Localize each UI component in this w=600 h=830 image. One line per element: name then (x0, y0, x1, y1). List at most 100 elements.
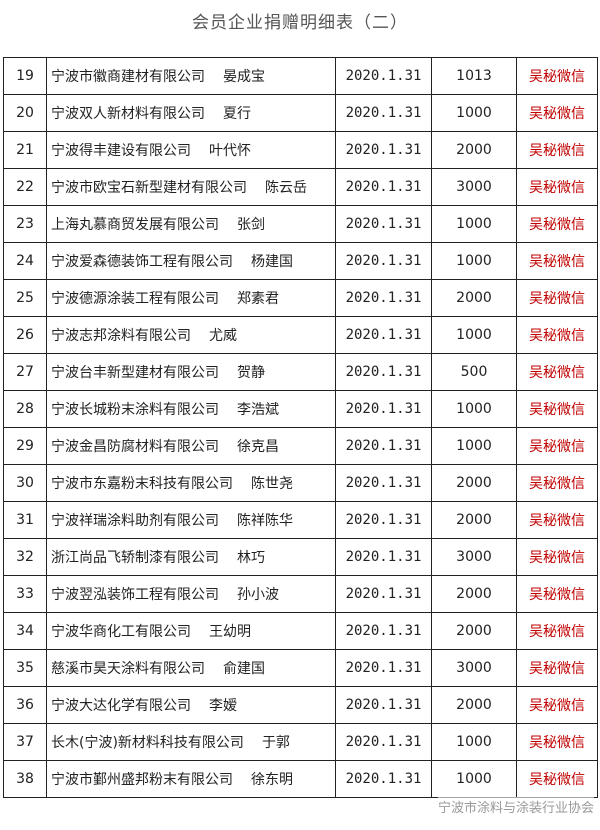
date: 2020.1.31 (335, 612, 432, 650)
date: 2020.1.31 (335, 760, 432, 798)
table-row: 20 宁波双人新材料有限公司 夏行 2020.1.31 1000 吴秘微信 (3, 94, 598, 132)
company-name: 宁波台丰新型建材有限公司 (51, 365, 219, 381)
row-number: 36 (3, 686, 47, 724)
date: 2020.1.31 (335, 94, 432, 132)
date: 2020.1.31 (335, 538, 432, 576)
contact-person: 林巧 (237, 550, 265, 566)
contact-person: 陈祥陈华 (237, 513, 293, 529)
row-number: 23 (3, 205, 47, 243)
payment-method: 吴秘微信 (516, 205, 598, 243)
table-row: 36 宁波大达化学有限公司 李嫒 2020.1.31 2000 吴秘微信 (3, 686, 598, 724)
row-number: 38 (3, 760, 47, 798)
payment-method: 吴秘微信 (516, 464, 598, 502)
table-row: 35 慈溪市昊天涂料有限公司 俞建国 2020.1.31 3000 吴秘微信 (3, 649, 598, 687)
company-name: 宁波祥瑞涂料助剂有限公司 (51, 513, 219, 529)
date: 2020.1.31 (335, 168, 432, 206)
date: 2020.1.31 (335, 57, 432, 95)
table-row: 28 宁波长城粉末涂料有限公司 李浩斌 2020.1.31 1000 吴秘微信 (3, 390, 598, 428)
payment-method: 吴秘微信 (516, 686, 598, 724)
table-row: 23 上海丸慕商贸发展有限公司 张剑 2020.1.31 1000 吴秘微信 (3, 205, 598, 243)
company-name: 宁波得丰建设有限公司 (51, 143, 191, 159)
payment-method: 吴秘微信 (516, 242, 598, 280)
company-name: 宁波长城粉末涂料有限公司 (51, 402, 219, 418)
company-cell: 浙江尚品飞轿制漆有限公司 林巧 (46, 538, 336, 576)
table-row: 32 浙江尚品飞轿制漆有限公司 林巧 2020.1.31 3000 吴秘微信 (3, 538, 598, 576)
contact-person: 孙小波 (237, 587, 279, 603)
date: 2020.1.31 (335, 242, 432, 280)
amount: 2000 (431, 501, 517, 539)
amount: 2000 (431, 612, 517, 650)
date: 2020.1.31 (335, 205, 432, 243)
payment-method: 吴秘微信 (516, 575, 598, 613)
amount: 3000 (431, 649, 517, 687)
table-row: 26 宁波志邦涂料有限公司 尤威 2020.1.31 1000 吴秘微信 (3, 316, 598, 354)
company-cell: 宁波翌泓装饰工程有限公司 孙小波 (46, 575, 336, 613)
company-cell: 宁波市东嘉粉末科技有限公司 陈世尧 (46, 464, 336, 502)
table-row: 37 长木(宁波)新材料科技有限公司 于郭 2020.1.31 1000 吴秘微信 (3, 723, 598, 761)
payment-method: 吴秘微信 (516, 760, 598, 798)
contact-person: 贺静 (237, 365, 265, 381)
amount: 3000 (431, 168, 517, 206)
company-cell: 宁波志邦涂料有限公司 尤威 (46, 316, 336, 354)
table-row: 25 宁波德源涂装工程有限公司 郑素君 2020.1.31 2000 吴秘微信 (3, 279, 598, 317)
amount: 1000 (431, 760, 517, 798)
payment-method: 吴秘微信 (516, 649, 598, 687)
amount: 1000 (431, 205, 517, 243)
table-row: 21 宁波得丰建设有限公司 叶代怀 2020.1.31 2000 吴秘微信 (3, 131, 598, 169)
row-number: 37 (3, 723, 47, 761)
row-number: 34 (3, 612, 47, 650)
company-name: 宁波德源涂装工程有限公司 (51, 291, 219, 307)
row-number: 29 (3, 427, 47, 465)
company-name: 慈溪市昊天涂料有限公司 (51, 661, 205, 677)
company-name: 宁波金昌防腐材料有限公司 (51, 439, 219, 455)
row-number: 26 (3, 316, 47, 354)
company-name: 宁波市欧宝石新型建材有限公司 (51, 180, 247, 196)
date: 2020.1.31 (335, 501, 432, 539)
company-name: 宁波翌泓装饰工程有限公司 (51, 587, 219, 603)
contact-person: 李浩斌 (237, 402, 279, 418)
amount: 1000 (431, 427, 517, 465)
company-cell: 宁波双人新材料有限公司 夏行 (46, 94, 336, 132)
company-cell: 宁波台丰新型建材有限公司 贺静 (46, 353, 336, 391)
amount: 1000 (431, 94, 517, 132)
row-number: 21 (3, 131, 47, 169)
payment-method: 吴秘微信 (516, 57, 598, 95)
company-cell: 宁波市徽商建材有限公司 晏成宝 (46, 57, 336, 95)
row-number: 20 (3, 94, 47, 132)
payment-method: 吴秘微信 (516, 168, 598, 206)
table-row: 27 宁波台丰新型建材有限公司 贺静 2020.1.31 500 吴秘微信 (3, 353, 598, 391)
table-row: 19 宁波市徽商建材有限公司 晏成宝 2020.1.31 1013 吴秘微信 (3, 57, 598, 95)
date: 2020.1.31 (335, 131, 432, 169)
row-number: 22 (3, 168, 47, 206)
amount: 2000 (431, 575, 517, 613)
amount: 2000 (431, 686, 517, 724)
date: 2020.1.31 (335, 390, 432, 428)
company-name: 宁波市东嘉粉末科技有限公司 (51, 476, 233, 492)
contact-person: 尤威 (209, 328, 237, 344)
company-name: 宁波市鄞州盛邦粉末有限公司 (51, 772, 233, 788)
company-name: 宁波双人新材料有限公司 (51, 106, 205, 122)
contact-person: 于郭 (261, 735, 290, 751)
payment-method: 吴秘微信 (516, 723, 598, 761)
amount: 1000 (431, 723, 517, 761)
contact-person: 叶代怀 (209, 143, 251, 159)
contact-person: 张剑 (237, 217, 265, 233)
company-cell: 宁波爱森德装饰工程有限公司 杨建国 (46, 242, 336, 280)
payment-method: 吴秘微信 (516, 316, 598, 354)
payment-method: 吴秘微信 (516, 427, 598, 465)
date: 2020.1.31 (335, 649, 432, 687)
watermark: 宁波市涂料与涂装行业协会 (437, 797, 594, 816)
row-number: 28 (3, 390, 47, 428)
company-cell: 宁波市欧宝石新型建材有限公司 陈云岳 (46, 168, 336, 206)
company-cell: 上海丸慕商贸发展有限公司 张剑 (46, 205, 336, 243)
date: 2020.1.31 (335, 316, 432, 354)
contact-person: 徐东明 (251, 772, 293, 788)
date: 2020.1.31 (335, 686, 432, 724)
contact-person: 郑素君 (237, 291, 279, 307)
amount: 3000 (431, 538, 517, 576)
contact-person: 俞建国 (223, 661, 265, 677)
company-name: 宁波大达化学有限公司 (51, 698, 191, 714)
date: 2020.1.31 (335, 353, 432, 391)
contact-person: 陈云岳 (265, 180, 307, 196)
row-number: 24 (3, 242, 47, 280)
